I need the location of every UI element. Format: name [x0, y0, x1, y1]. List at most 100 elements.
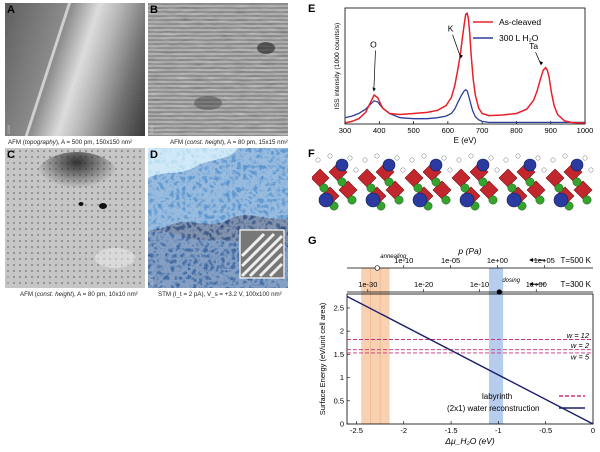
- marker-label-annealing: annealing: [380, 254, 407, 260]
- iss-peak-arrowhead: [372, 87, 376, 92]
- panel-b-caption: AFM (const. height), A = 80 pm, 15x15 nm…: [170, 139, 288, 146]
- ta-atom: [535, 195, 545, 205]
- panel-e-label: E: [308, 3, 316, 15]
- surface-energy-frame: [346, 293, 594, 425]
- ta-atom: [431, 177, 441, 187]
- afm-const-height-image-10nm: [5, 148, 145, 288]
- temperature-label: T=300 K: [561, 280, 592, 289]
- h-atom: [582, 155, 588, 161]
- k-atom: [506, 192, 522, 208]
- temperature-arrowhead: [529, 258, 533, 262]
- mu-x-tick-label: -1: [495, 426, 502, 435]
- iss-legend-label: 300 L H₂O: [499, 33, 539, 43]
- panel-a-side-id: 3266: [6, 125, 11, 134]
- iss-x-tick-label: 900: [544, 126, 557, 135]
- h-atom: [374, 153, 380, 159]
- pressure-tick-label: 1e+05: [534, 256, 555, 265]
- k-atom: [335, 158, 349, 172]
- iss-x-tick-label: 400: [373, 126, 386, 135]
- ta-atom: [507, 183, 517, 193]
- ta-atom: [319, 183, 329, 193]
- h-atom: [503, 157, 509, 163]
- h-atom: [362, 157, 368, 163]
- mu-x-tick-label: -0.5: [539, 426, 552, 435]
- iss-x-tick-label: 600: [442, 126, 455, 135]
- energy-y-tick-label: 1: [340, 373, 344, 382]
- panel-f-label: F: [308, 148, 315, 160]
- panel-a-caption: AFM (topography), A = 500 pm, 150x150 nm…: [8, 139, 132, 146]
- iss-peak-arrowhead: [539, 60, 544, 65]
- iss-x-axis-label: E (eV): [454, 136, 477, 145]
- h-atom: [494, 167, 500, 173]
- h-atom: [347, 155, 353, 161]
- mu-x-tick-label: -1.5: [445, 426, 458, 435]
- panel-b-side-id: 3399: [149, 125, 154, 134]
- marker-label-dosing: dosing: [502, 278, 520, 284]
- iss-peak-arrow: [535, 51, 542, 66]
- ta-atom: [488, 195, 498, 205]
- ta-atom: [347, 195, 357, 205]
- k-atom: [523, 158, 537, 172]
- iss-y-axis-label: ISS intensity (1000 counts/s): [334, 23, 341, 110]
- ta-atom: [413, 183, 423, 193]
- crystal-structure: [312, 153, 594, 211]
- ta-atom: [441, 195, 451, 205]
- crystal-unit-cell: [545, 153, 594, 211]
- panel-a-label: A: [7, 4, 15, 16]
- temperature-arrowhead: [529, 282, 533, 286]
- h-atom: [315, 157, 321, 163]
- pressure-tick-label: 1e-05: [441, 256, 460, 265]
- iss-x-tick-label: 800: [510, 126, 523, 135]
- k-atom: [318, 192, 334, 208]
- afm-const-height-image-15nm: [148, 3, 288, 136]
- k-atom: [382, 158, 396, 172]
- stm-inset: [239, 229, 285, 279]
- k-atom: [459, 192, 475, 208]
- iss-x-tick-label: 1000: [577, 126, 594, 135]
- water-reconstruction-line: [346, 295, 594, 425]
- energy-y-tick-label: 2.5: [334, 303, 344, 312]
- marker-annealing: [374, 265, 380, 271]
- panel-d-label: D: [150, 149, 158, 161]
- iss-peak-label: O: [370, 40, 377, 50]
- h-atom: [441, 155, 447, 161]
- iss-x-tick-label: 300: [339, 126, 352, 135]
- iss-chart: 300 400 500 600 700 800 900 1000 E (eV) ISS inten…: [334, 7, 594, 145]
- h-atom: [550, 157, 556, 163]
- pressure-tick-label: 1e+00: [487, 256, 508, 265]
- energy-legend-label: (2x1) water reconstruction: [447, 404, 539, 413]
- crystal-unit-cell: [404, 153, 453, 211]
- h-atom: [409, 157, 415, 163]
- k-atom: [570, 158, 584, 172]
- k-atom: [429, 158, 443, 172]
- pressure-axis-title: p (Pa): [457, 246, 481, 256]
- ta-atom: [337, 177, 347, 187]
- h-atom: [535, 155, 541, 161]
- panel-c-label: C: [7, 149, 15, 161]
- pressure-tick-label: 1e-10: [394, 256, 413, 265]
- iss-peak-label: K: [448, 24, 454, 34]
- k-atom: [476, 158, 490, 172]
- ta-atom: [478, 177, 488, 187]
- ta-atom: [366, 183, 376, 193]
- ta-atom: [394, 195, 404, 205]
- pressure-tick-label: 1e+00: [526, 280, 547, 289]
- ta-atom: [384, 177, 394, 187]
- afm-topography-image: [5, 3, 145, 136]
- ta-atom: [525, 177, 535, 187]
- crystal-unit-cell: [357, 153, 406, 211]
- k-atom: [365, 192, 381, 208]
- pressure-tick-label: 1e-30: [358, 280, 377, 289]
- iss-x-tick-label: 700: [476, 126, 489, 135]
- panel-d-caption: STM (I_t = 2 pA), V_s = +3.2 V, 100x100 …: [158, 291, 282, 298]
- iss-series-line-water: [344, 88, 585, 124]
- surface-energy-chart: 1e-10 1e-05 1e+00 1e+05 T=500 K annealing 1e-3…: [318, 246, 595, 446]
- iss-peak-arrowhead: [459, 54, 463, 59]
- stm-image: [148, 148, 288, 288]
- h-atom: [327, 153, 333, 159]
- h-atom: [394, 155, 400, 161]
- h-atom: [353, 167, 359, 173]
- energy-y-tick-label: 0: [340, 420, 344, 429]
- labyrinth-width-label: w = 2: [571, 341, 590, 350]
- energy-y-tick-label: 1.5: [334, 350, 344, 359]
